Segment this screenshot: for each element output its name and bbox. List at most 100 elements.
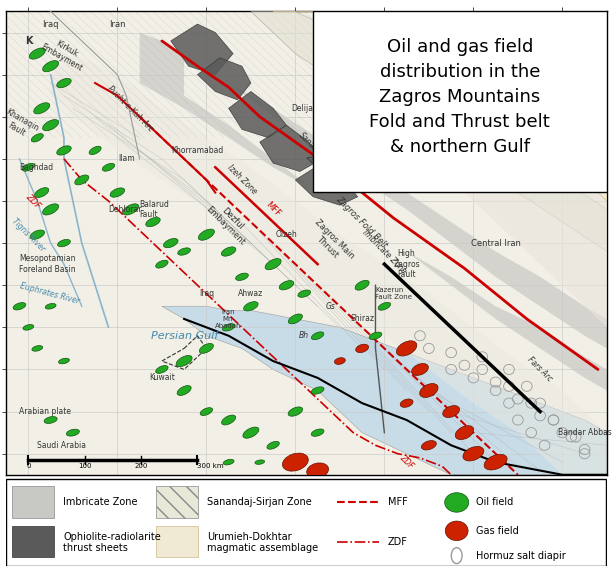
Text: Pusht-e Kuh Arc: Pusht-e Kuh Arc (106, 84, 155, 133)
Ellipse shape (243, 427, 259, 438)
Ellipse shape (22, 164, 34, 171)
Ellipse shape (235, 273, 248, 280)
Polygon shape (229, 92, 286, 138)
Text: Iraq: Iraq (42, 19, 59, 29)
Ellipse shape (463, 447, 484, 461)
Ellipse shape (335, 358, 345, 364)
Text: ZDF: ZDF (387, 537, 408, 547)
Polygon shape (51, 54, 607, 475)
Ellipse shape (35, 188, 49, 197)
Text: Sanandaj-Sirjan Zone: Sanandaj-Sirjan Zone (207, 498, 312, 507)
Bar (12, 486, 54, 518)
Text: Oil field: Oil field (476, 498, 513, 507)
Text: Baghdad: Baghdad (20, 163, 53, 172)
Polygon shape (273, 11, 607, 201)
Text: Ahwaz: Ahwaz (238, 289, 264, 298)
Ellipse shape (13, 303, 26, 310)
Polygon shape (251, 11, 607, 252)
Ellipse shape (484, 454, 507, 470)
Text: Imbricate Zone: Imbricate Zone (360, 228, 408, 275)
Ellipse shape (156, 366, 168, 374)
Ellipse shape (356, 344, 368, 352)
Text: 300 km: 300 km (197, 463, 224, 470)
Ellipse shape (378, 303, 390, 310)
Text: Dehlorar: Dehlorar (109, 205, 142, 214)
Ellipse shape (66, 429, 80, 436)
Text: Iraq: Iraq (199, 289, 214, 298)
Text: Khanaqin
Fault: Khanaqin Fault (0, 108, 40, 142)
Text: Kuwait: Kuwait (149, 374, 175, 383)
FancyBboxPatch shape (6, 479, 606, 566)
Text: Oizeh: Oizeh (276, 230, 297, 239)
Ellipse shape (23, 324, 34, 330)
Polygon shape (451, 11, 607, 327)
Bar (12, 526, 54, 557)
Ellipse shape (311, 332, 324, 340)
Ellipse shape (178, 248, 191, 255)
Text: Gs: Gs (326, 302, 336, 311)
Ellipse shape (110, 188, 124, 197)
Polygon shape (295, 163, 357, 205)
Text: 0: 0 (26, 463, 31, 470)
Ellipse shape (221, 415, 235, 425)
Text: Iran
Mn-
Abadan: Iran Mn- Abadan (215, 309, 242, 329)
Ellipse shape (29, 48, 45, 59)
Text: Persian Gulf: Persian Gulf (151, 331, 218, 341)
Ellipse shape (445, 521, 468, 541)
Text: Tigris River: Tigris River (10, 216, 47, 253)
Ellipse shape (199, 343, 213, 353)
Ellipse shape (298, 290, 311, 297)
Ellipse shape (443, 406, 460, 418)
Ellipse shape (400, 399, 413, 407)
Ellipse shape (267, 442, 280, 449)
Text: Khorramabad: Khorramabad (172, 146, 224, 155)
Polygon shape (6, 11, 607, 475)
Text: Imbricate Zone: Imbricate Zone (63, 498, 138, 507)
Ellipse shape (279, 281, 294, 290)
Text: Urumieh-Dokhtar
magmatic arc: Urumieh-Dokhtar magmatic arc (408, 45, 468, 105)
Text: Hormuz salt diapir: Hormuz salt diapir (476, 551, 566, 561)
Ellipse shape (89, 146, 101, 154)
Ellipse shape (59, 358, 69, 364)
Ellipse shape (288, 314, 302, 324)
Text: Kazerun
Fault Zone: Kazerun Fault Zone (376, 287, 413, 300)
Ellipse shape (444, 492, 469, 512)
Ellipse shape (176, 355, 192, 367)
Text: High
Zagros
Fault: High Zagros Fault (394, 249, 420, 279)
Text: Iran: Iran (109, 19, 126, 29)
Text: Zagros Main
Thrust: Zagros Main Thrust (306, 218, 356, 268)
Text: Shiraz: Shiraz (350, 315, 374, 323)
Polygon shape (162, 306, 607, 475)
Ellipse shape (177, 386, 191, 395)
Text: Balarud
Fault: Balarud Fault (140, 200, 170, 219)
Ellipse shape (44, 416, 57, 423)
Ellipse shape (57, 146, 71, 155)
Ellipse shape (75, 175, 89, 185)
Polygon shape (171, 24, 233, 74)
Ellipse shape (421, 440, 436, 450)
Ellipse shape (34, 103, 50, 114)
Ellipse shape (411, 364, 428, 375)
Ellipse shape (146, 217, 160, 227)
FancyBboxPatch shape (313, 11, 607, 192)
Ellipse shape (31, 134, 44, 142)
Ellipse shape (311, 387, 324, 394)
Text: Sanandaj-Sirjan
Zone: Sanandaj-Sirjan Zone (289, 131, 346, 187)
Ellipse shape (164, 239, 178, 248)
Ellipse shape (102, 164, 115, 171)
Ellipse shape (156, 260, 168, 268)
Bar (156, 526, 199, 557)
Text: Bh: Bh (299, 331, 310, 340)
Ellipse shape (43, 120, 59, 131)
Ellipse shape (355, 280, 369, 290)
Ellipse shape (243, 301, 258, 311)
Ellipse shape (455, 426, 474, 440)
Ellipse shape (311, 429, 324, 436)
Bar (156, 486, 199, 518)
Text: Bandar Abbas: Bandar Abbas (558, 428, 612, 437)
Text: Central Iran: Central Iran (471, 239, 520, 248)
Ellipse shape (199, 229, 215, 240)
Text: Arabian plate: Arabian plate (20, 407, 72, 416)
Polygon shape (260, 125, 322, 172)
Polygon shape (197, 58, 251, 100)
